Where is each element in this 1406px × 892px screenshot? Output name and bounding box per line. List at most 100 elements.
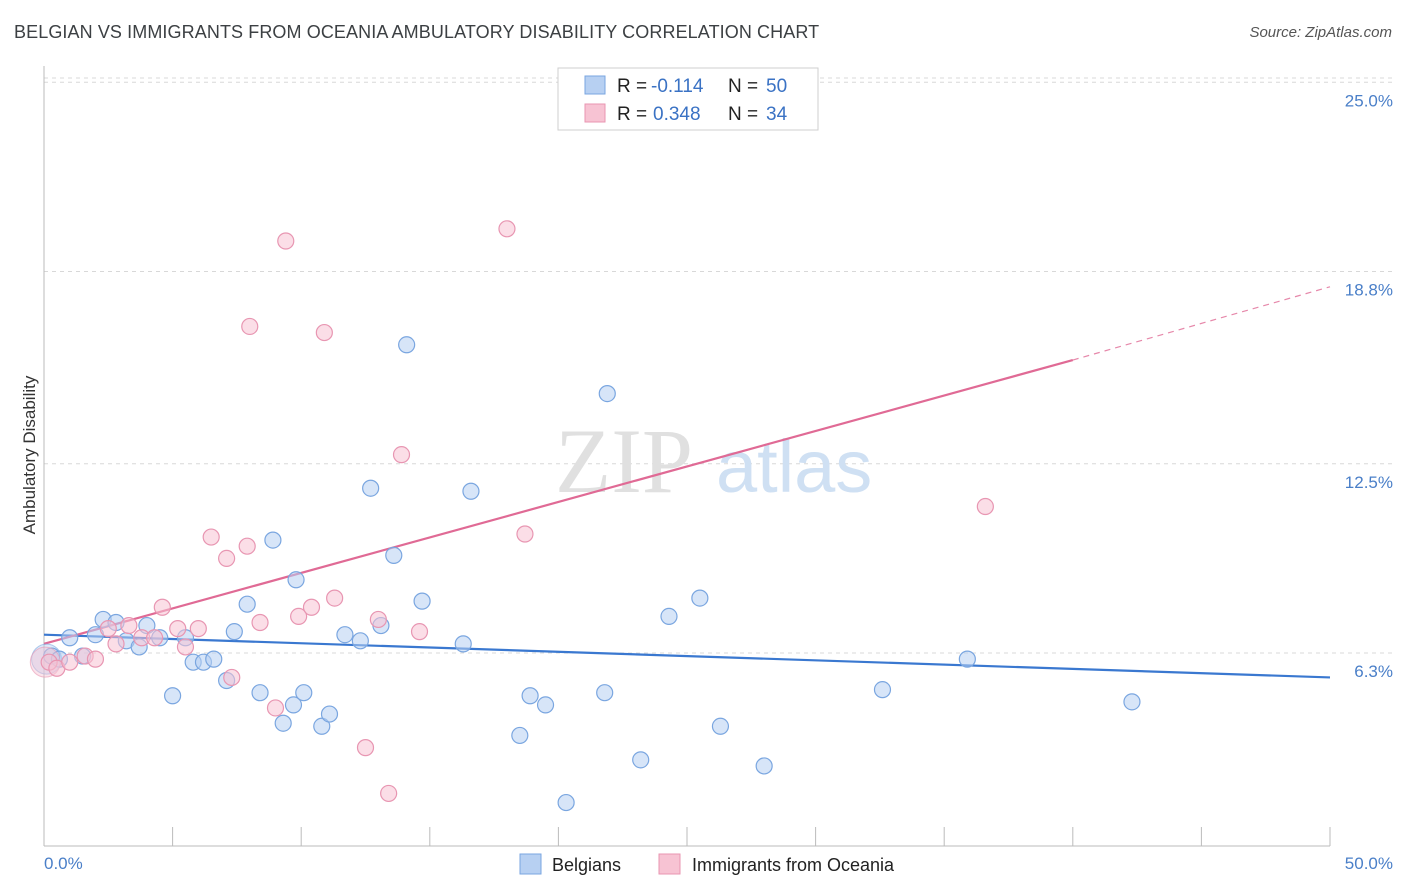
point-oceania-21: [277, 232, 295, 250]
point-belgians-26: [320, 705, 339, 723]
trend-layer: [43, 286, 1331, 679]
point-oceania-12: [176, 638, 195, 656]
point-oceania-19: [241, 317, 259, 336]
point-oceania-18: [251, 613, 269, 632]
watermark-zip: ZIP: [555, 410, 693, 512]
point-belgians-47: [873, 681, 892, 699]
point-oceania-4: [86, 650, 105, 668]
point-oceania-5: [99, 620, 117, 638]
y-tick-label-2: 18.8%: [1345, 281, 1393, 300]
legend-r-value-1: -0.114: [651, 76, 704, 97]
grid-layer: [44, 77, 1392, 654]
point-belgians-38: [536, 696, 555, 714]
bottom-legend-swatch-belgians: [519, 853, 542, 875]
bottom-legend-label-belgians: Belgians: [552, 855, 621, 875]
point-belgians-29: [362, 479, 380, 497]
point-belgians-31: [385, 546, 403, 564]
point-belgians-36: [511, 726, 529, 745]
point-belgians-42: [632, 751, 650, 769]
point-belgians-11: [164, 687, 182, 705]
point-oceania-29: [392, 446, 411, 464]
point-belgians-46: [755, 757, 773, 775]
legend-n-value-2: 34: [766, 104, 788, 125]
point-oceania-10: [153, 598, 171, 616]
point-oceania-14: [202, 528, 220, 546]
stats-legend: R = -0.114 N = 50 R = 0.348 N = 34: [557, 67, 819, 131]
point-belgians-24: [295, 684, 313, 702]
trend-line-belgians: [43, 633, 1331, 679]
point-oceania-9: [145, 629, 164, 647]
bottom-legend-label-oceania: Immigrants from Oceania: [692, 855, 895, 875]
point-oceania-17: [238, 537, 256, 555]
point-belgians-32: [398, 336, 416, 354]
source-credit: Source: ZipAtlas.com: [1249, 24, 1392, 41]
point-oceania-33: [976, 497, 994, 516]
point-belgians-22: [287, 571, 305, 589]
points-layer: [29, 220, 1141, 812]
point-belgians-21: [274, 714, 292, 732]
bottom-legend-swatch-oceania: [658, 853, 681, 875]
point-belgians-35: [462, 482, 480, 500]
point-oceania-7: [120, 616, 138, 635]
point-oceania-26: [356, 739, 375, 757]
point-oceania-28: [380, 784, 398, 803]
point-oceania-22: [290, 607, 308, 626]
point-oceania-16: [223, 668, 241, 687]
legend-r-value-2: 0.348: [653, 104, 701, 125]
labels-layer: 6.3% 12.5% 18.8% 25.0% 0.0% 50.0%: [44, 91, 1393, 873]
x-tick-label-start: 0.0%: [44, 854, 83, 873]
y-tick-label-3: 25.0%: [1345, 91, 1393, 110]
point-belgians-41: [598, 385, 616, 403]
legend-r-label-2: R =: [617, 104, 647, 125]
chart-title: BELGIAN VS IMMIGRANTS FROM OCEANIA AMBUL…: [14, 22, 820, 42]
point-oceania-15: [218, 549, 236, 568]
point-belgians-25: [313, 717, 331, 735]
point-oceania-6: [107, 635, 125, 653]
point-oceania-23: [302, 598, 321, 616]
point-oceania-27: [369, 610, 387, 629]
point-belgians-34: [454, 635, 472, 653]
point-oceania-32: [516, 525, 534, 543]
point-belgians-39: [557, 793, 575, 812]
y-axis-title: Ambulatory Disability: [20, 375, 39, 534]
point-oceania-30: [410, 623, 429, 641]
point-belgians-48: [958, 650, 976, 668]
trend-line-oceania: [43, 358, 1074, 645]
point-belgians-37: [521, 687, 539, 705]
legend-swatch-oceania: [584, 103, 606, 123]
point-belgians-49: [1123, 693, 1141, 711]
point-oceania-13: [189, 620, 207, 638]
bottom-legend: Belgians Immigrants from Oceania: [519, 853, 895, 875]
point-belgians-40: [596, 684, 614, 702]
point-belgians-33: [413, 592, 431, 610]
watermark-atlas: atlas: [716, 425, 872, 508]
point-oceania-31: [498, 220, 516, 238]
point-belgians-2: [61, 629, 79, 647]
point-belgians-23: [284, 696, 303, 714]
y-tick-label-0: 6.3%: [1354, 662, 1393, 681]
point-belgians-15: [205, 650, 223, 668]
point-oceania-11: [169, 620, 187, 638]
legend-swatch-belgians: [584, 75, 606, 95]
point-belgians-18: [238, 595, 256, 613]
point-belgians-19: [251, 684, 269, 702]
legend-n-label-2: N =: [728, 104, 758, 125]
point-oceania-24: [315, 323, 333, 342]
axes-layer: [43, 66, 1331, 847]
point-belgians-17: [225, 623, 243, 641]
watermark: ZIP atlas: [555, 410, 872, 512]
y-tick-label-1: 12.5%: [1345, 473, 1393, 492]
point-belgians-45: [711, 717, 730, 735]
point-belgians-28: [351, 632, 369, 650]
trend-extension-oceania: [1072, 286, 1331, 361]
point-belgians-27: [336, 626, 354, 644]
legend-n-label-1: N =: [728, 76, 758, 97]
point-belgians-43: [660, 607, 678, 626]
legend-r-label-1: R =: [617, 76, 647, 97]
point-oceania-2: [61, 653, 79, 671]
point-oceania-20: [266, 699, 285, 717]
x-tick-label-end: 50.0%: [1345, 854, 1393, 873]
point-oceania-25: [326, 589, 344, 607]
point-belgians-44: [691, 589, 709, 607]
